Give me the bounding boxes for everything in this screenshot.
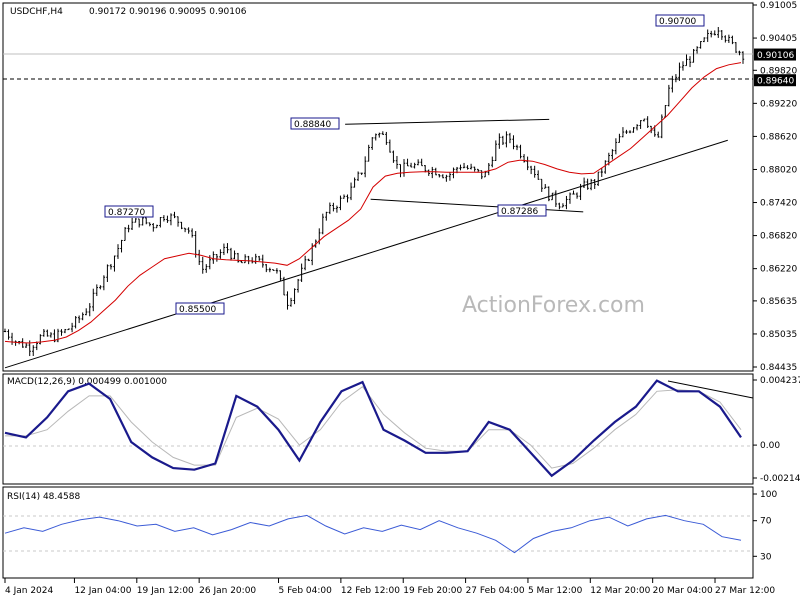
- price-label-box: [497, 204, 547, 217]
- price-tick-label: 0.89820: [760, 66, 797, 76]
- price-tick-label: 0.84435: [760, 363, 797, 373]
- watermark: ActionForex.com: [462, 293, 645, 318]
- time-tick-label: 19 Feb 20:00: [403, 586, 462, 596]
- time-tick-label: 12 Mar 20:00: [590, 586, 650, 596]
- sma55-line: [4, 62, 742, 344]
- rsi-line: [4, 514, 742, 554]
- trendline: [345, 118, 550, 125]
- price-label: 0.90700: [659, 17, 696, 27]
- time-tick-label: 5 Mar 12:00: [528, 586, 583, 596]
- macd-panel-frame: [2, 373, 754, 485]
- support-price-label-box: [754, 74, 796, 87]
- main-panel-frame: [2, 2, 754, 372]
- macd-tick-label: 0.00: [760, 441, 780, 451]
- trendlines-layer: [4, 118, 728, 369]
- price-tick-label: 0.86220: [760, 265, 797, 275]
- macd-signal-line: [5, 386, 742, 469]
- rsi-tick-label: 30: [760, 552, 772, 562]
- price-tick-label: 0.91005: [760, 1, 797, 11]
- price-label: 0.87270: [108, 208, 145, 218]
- price-tick-label: 0.88620: [760, 132, 797, 142]
- macd-tick-label: -0.002142: [760, 474, 800, 484]
- price-label-box: [290, 117, 340, 130]
- macd-tick-label: 0.004237: [760, 376, 800, 386]
- trendline: [370, 198, 584, 213]
- rsi-tick-label: 100: [760, 490, 777, 500]
- time-tick-label: 20 Mar 04:00: [653, 586, 713, 596]
- rsi-label: RSI(14) 48.4588: [7, 492, 80, 502]
- macd-line: [4, 379, 742, 478]
- support-price-label: 0.89640: [757, 77, 794, 87]
- price-tick-label: 0.85635: [760, 297, 797, 307]
- time-tick-label: 27 Mar 12:00: [715, 586, 775, 596]
- price-labels-layer: 0.87270 0.85500 0.88840 0.87286 0.90700: [104, 14, 705, 315]
- current-price-label: 0.90106: [757, 51, 794, 61]
- price-label-box: [655, 14, 705, 27]
- time-tick-label: 26 Jan 20:00: [199, 586, 256, 596]
- time-tick-label: 5 Feb 04:00: [279, 586, 333, 596]
- price-label-box: [104, 205, 154, 218]
- macd-trendline: [667, 380, 754, 399]
- price-label: 0.88840: [294, 120, 331, 130]
- time-tick-label: 12 Feb 12:00: [341, 586, 400, 596]
- rsi-panel-frame: [2, 486, 754, 579]
- price-label-box: [175, 302, 225, 315]
- price-tick-label: 0.85035: [760, 330, 797, 340]
- candles-layer: [3, 27, 745, 357]
- current-price-label-box: [754, 48, 796, 61]
- time-tick-label: 27 Feb 04:00: [466, 586, 525, 596]
- header-ohlc: 0.90172 0.90196 0.90095 0.90106: [89, 7, 247, 17]
- price-tick-label: 0.86820: [760, 232, 797, 242]
- price-tick-label: 0.88020: [760, 165, 797, 175]
- price-tick-label: 0.89220: [760, 99, 797, 109]
- time-tick-label: 4 Jan 2024: [5, 586, 53, 596]
- rsi-axis: 100 70 30: [753, 490, 777, 562]
- header-symbol: USDCHF,H4: [10, 7, 63, 17]
- rsi-tick-label: 70: [760, 517, 772, 527]
- price-axis: 0.91005 0.90405 0.89820 0.89220 0.88620 0.880…: [753, 1, 797, 373]
- time-tick-label: 19 Jan 12:00: [137, 586, 194, 596]
- price-label: 0.87286: [501, 207, 538, 217]
- trendline: [4, 139, 728, 369]
- time-axis: 4 Jan 2024 12 Jan 04:00 19 Jan 12:00 26 Jan…: [4, 578, 775, 596]
- macd-label: MACD(12,26,9) 0.000499 0.001000: [7, 377, 167, 387]
- price-tick-label: 0.90405: [760, 34, 797, 44]
- price-tick-label: 0.87420: [760, 199, 797, 209]
- macd-axis: 0.004237 0.00 -0.002142: [753, 376, 800, 484]
- price-label: 0.85500: [179, 305, 216, 315]
- time-tick-label: 12 Jan 04:00: [74, 586, 131, 596]
